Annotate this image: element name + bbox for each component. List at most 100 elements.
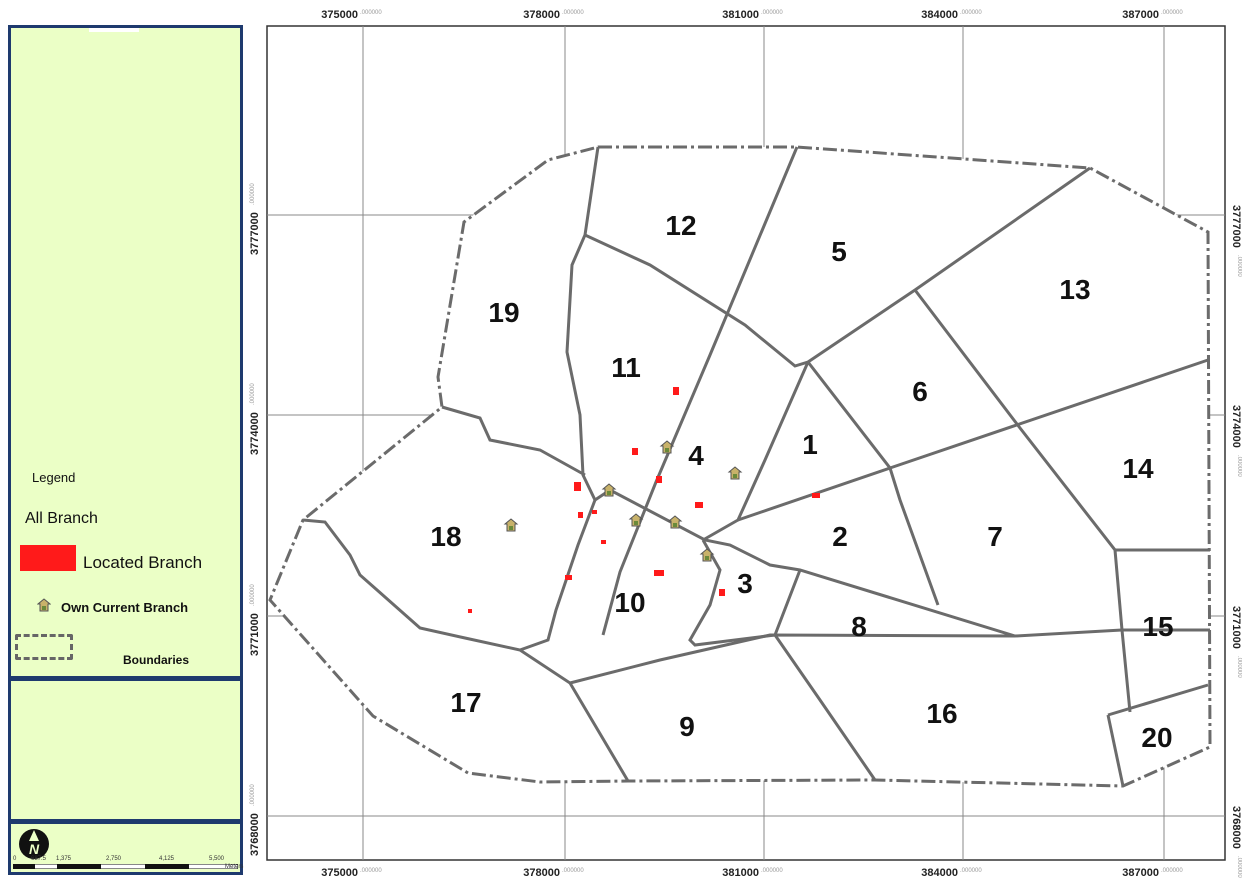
x-tick-label: 384000 (921, 867, 958, 879)
zone-label: 18 (430, 521, 462, 552)
y-tick-sub: .000000 (250, 784, 256, 806)
x-tick-label: 384000 (921, 9, 958, 21)
located-branch-marker (719, 589, 725, 596)
scale-panel: N 0 687.5 1,375 2,750 4,125 5,500 Meters (8, 821, 243, 875)
x-tick-sub: .000000 (360, 10, 382, 16)
zone-label: 15 (1142, 611, 1174, 642)
x-tick-label: 378000 (523, 9, 560, 21)
zone-label: 6 (912, 376, 928, 407)
svg-text:N: N (29, 841, 40, 857)
y-tick-label: 3774000 (1230, 405, 1242, 448)
blank-panel (8, 678, 243, 822)
y-tick-label: 3777000 (1230, 205, 1242, 248)
panel-notch (89, 28, 139, 32)
located-branch-marker (592, 510, 597, 514)
x-tick-label: 375000 (321, 867, 358, 879)
x-axis-top: 375000 .000000 378000 .000000 381000 .00… (321, 9, 1183, 21)
y-tick-sub: .000000 (1236, 455, 1242, 477)
legend-boundaries: Boundaries (123, 653, 190, 667)
y-tick-sub: .000000 (1236, 656, 1242, 678)
located-branch-marker (812, 493, 820, 498)
x-tick-label: 378000 (523, 867, 560, 879)
house-icon (601, 483, 617, 497)
y-axis-left: 3777000 .000000 3774000 .000000 3771000 … (249, 183, 261, 856)
outer-boundary (268, 145, 1212, 788)
house-icon (503, 518, 519, 532)
house-icon (727, 466, 743, 480)
zone-label: 3 (737, 568, 753, 599)
located-branch-marker (574, 482, 581, 491)
legend-all-branch: All Branch (25, 510, 98, 527)
boundary-swatch (15, 634, 73, 660)
x-tick-sub: .000000 (562, 10, 584, 16)
located-branch-marker (601, 540, 606, 544)
legend-panel: Legend All Branch Located Branch Own Cur… (8, 25, 243, 679)
x-tick-label: 381000 (722, 867, 759, 879)
house-icon (628, 513, 644, 527)
located-branch-marker (565, 575, 572, 580)
x-tick-sub: .000000 (761, 10, 783, 16)
zone-label: 11 (611, 352, 641, 383)
x-tick-sub: .000000 (761, 868, 783, 874)
y-tick-sub: .000000 (250, 584, 256, 606)
y-tick-sub: .000000 (250, 183, 256, 205)
zone-label: 8 (851, 611, 867, 642)
scale-label: 0 (13, 856, 17, 862)
y-tick-label: 3771000 (1230, 606, 1242, 649)
zone-label: 7 (987, 521, 1003, 552)
scale-label: 1,375 (56, 856, 72, 862)
legend-title: Legend (32, 470, 76, 485)
own-branch-markers (503, 440, 743, 562)
located-branch-marker (673, 387, 679, 395)
scale-unit: Meters (225, 864, 244, 870)
legend-located-branch: Located Branch (83, 553, 203, 572)
scale-label: 2,750 (106, 856, 122, 862)
zone-label: 9 (679, 711, 695, 742)
y-tick-sub: .000000 (1236, 255, 1242, 277)
located-branch-marker (656, 476, 662, 483)
located-branch-swatch (20, 545, 76, 571)
x-tick-sub: .000000 (1161, 10, 1183, 16)
y-tick-label: 3768000 (249, 813, 261, 856)
located-branch-markers (468, 387, 820, 613)
zone-label: 1 (802, 429, 818, 460)
x-tick-sub: .000000 (562, 868, 584, 874)
y-tick-sub: .000000 (250, 383, 256, 405)
x-tick-sub: .000000 (960, 10, 982, 16)
house-icon (659, 440, 675, 454)
legend-own-current-branch: Own Current Branch (61, 600, 189, 615)
house-icon (699, 548, 715, 562)
y-tick-label: 3777000 (249, 212, 261, 255)
scale-bar (13, 864, 238, 869)
located-branch-marker (632, 448, 638, 455)
zone-label: 14 (1122, 453, 1154, 484)
house-icon (37, 598, 51, 612)
located-branch-marker (468, 609, 472, 613)
zone-label: 12 (665, 210, 697, 241)
map-area (270, 147, 1210, 786)
house-icon (667, 515, 683, 529)
zone-label: 13 (1059, 274, 1091, 305)
inner-boundaries (302, 146, 1210, 787)
y-tick-label: 3771000 (249, 613, 261, 656)
located-branch-marker (695, 502, 703, 508)
scale-label: 5,500 (209, 856, 225, 862)
zone-label: 20 (1141, 722, 1173, 753)
x-tick-sub: .000000 (960, 868, 982, 874)
y-tick-label: 3768000 (1230, 806, 1242, 849)
y-tick-sub: .000000 (1236, 856, 1242, 878)
scale-label: 687.5 (31, 856, 47, 862)
x-tick-label: 387000 (1122, 867, 1159, 879)
located-branch-marker (654, 570, 664, 576)
x-tick-sub: .000000 (360, 868, 382, 874)
zone-label: 5 (831, 236, 847, 267)
x-tick-label: 375000 (321, 9, 358, 21)
y-axis-right: 3777000 .000000 3774000 .000000 3771000 … (1230, 205, 1242, 878)
x-tick-label: 381000 (722, 9, 759, 21)
located-branch-marker (578, 512, 583, 518)
x-tick-label: 387000 (1122, 9, 1159, 21)
north-arrow-icon: N (19, 829, 49, 859)
x-axis-bottom: 375000 .000000 378000 .000000 381000 .00… (321, 867, 1183, 879)
y-tick-label: 3774000 (249, 412, 261, 455)
